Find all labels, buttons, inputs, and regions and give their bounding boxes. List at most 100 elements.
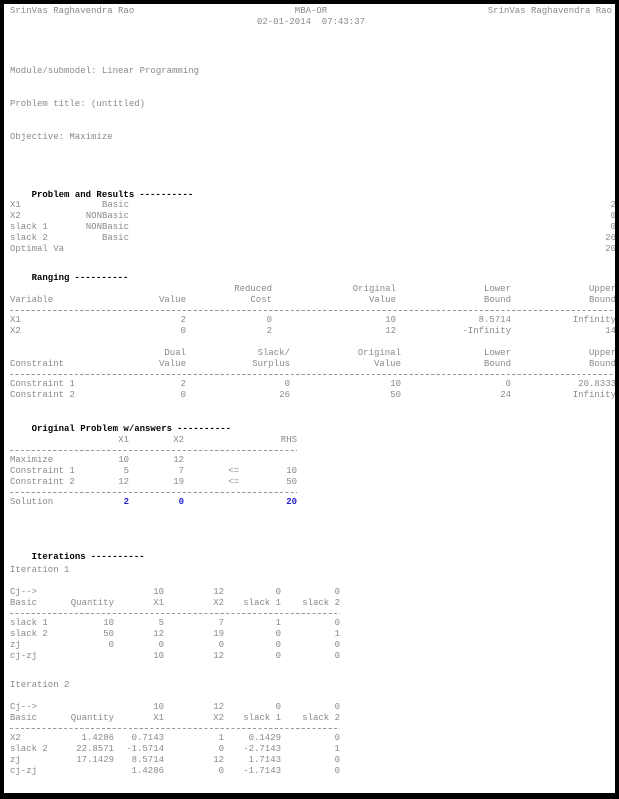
table-cell: 12 bbox=[213, 587, 224, 597]
table-cell: 12 bbox=[173, 455, 184, 465]
iteration-row: slack 2 22.8571 -1.5714 0 -2.7143 1 bbox=[10, 744, 340, 755]
original-problem-table: Maximize 10 12 Constraint 1 5 7 <= 10 Constraint… bbox=[10, 455, 297, 488]
table-cell: 0 bbox=[180, 390, 186, 400]
table-cell: 0 bbox=[275, 629, 281, 639]
results-row: slack 1 NONBasic 0 bbox=[10, 222, 615, 233]
table-cell: -1.7143 bbox=[243, 766, 281, 776]
table-cell: 2 bbox=[266, 326, 272, 336]
table-cell: Basic bbox=[101, 233, 129, 243]
table-cell: 5 bbox=[123, 466, 129, 476]
objective-line: Objective: Maximize bbox=[10, 132, 113, 142]
table-cell: 10 bbox=[153, 587, 164, 597]
separator-line bbox=[10, 488, 297, 497]
table-cell: slack 2 bbox=[10, 629, 48, 639]
original-problem-row: Constraint 2 12 19 <= 50 bbox=[10, 477, 297, 488]
ranging-variable-row: X1 2 0 10 8.5714 Infinity bbox=[10, 315, 615, 326]
table-cell: 22.8571 bbox=[76, 744, 114, 754]
table-cell bbox=[68, 702, 114, 713]
table-cell: Bound bbox=[483, 359, 511, 369]
iteration-header-row: Basic Quantity X1 X2 slack 1 slack 2 bbox=[10, 713, 340, 724]
ranging-constraints-header-row: Dual Slack/Original Lower Upper bbox=[10, 348, 616, 359]
section-title-text: Original Problem w/answers bbox=[31, 424, 173, 434]
table-cell: Cj--> bbox=[10, 587, 38, 597]
table-cell: X1 bbox=[10, 200, 21, 210]
section-title-dashes: ---------- bbox=[177, 424, 232, 434]
table-cell: cj-zj bbox=[10, 766, 38, 776]
table-cell: 10 bbox=[153, 702, 164, 712]
table-cell: Quantity bbox=[70, 598, 114, 608]
ranging-constraint-row: Constraint 2 0 26 50 24 Infinity bbox=[10, 390, 615, 401]
table-cell: 7 bbox=[178, 466, 184, 476]
table-cell: Constraint 1 bbox=[10, 466, 75, 476]
ranging-variables-header-row: Variable Value Cost Value Bound Bound bbox=[10, 295, 615, 306]
results-row: slack 2 Basic 26 bbox=[10, 233, 615, 244]
table-cell: 19 bbox=[173, 477, 184, 487]
table-cell: 17.1429 bbox=[76, 755, 114, 765]
table-cell: X2 bbox=[173, 435, 184, 445]
table-cell: 2 bbox=[180, 379, 186, 389]
table-cell: 0 bbox=[334, 640, 340, 650]
table-cell: 0 bbox=[266, 315, 272, 325]
table-cell: Bound bbox=[588, 359, 616, 369]
table-cell: Surplus bbox=[252, 359, 290, 369]
table-cell: 7 bbox=[218, 618, 224, 628]
table-cell: 1 bbox=[334, 744, 340, 754]
table-cell bbox=[10, 348, 130, 359]
section-title-text: Iterations bbox=[31, 552, 86, 562]
iteration-row: zj 17.1429 8.5714 12 1.7143 0 bbox=[10, 755, 340, 766]
ranging-constraints-header: Dual Slack/Original Lower Upper Constraint Va… bbox=[10, 348, 616, 370]
original-problem-header-row: X1 X2 RHS bbox=[10, 435, 297, 446]
table-cell: 8.5714 bbox=[478, 315, 511, 325]
original-problem-row: Constraint 1 5 7 <= 10 bbox=[10, 466, 297, 477]
table-cell: 12 bbox=[213, 755, 224, 765]
section-title-iterations: Iterations ---------- bbox=[10, 541, 612, 562]
solution-x2-value: 0 bbox=[178, 497, 184, 507]
table-cell: 0 bbox=[275, 702, 281, 712]
table-cell bbox=[184, 435, 239, 446]
table-cell: Optimal Value (Z) bbox=[10, 244, 65, 254]
table-cell: 2 bbox=[180, 315, 186, 325]
table-cell: 20 bbox=[605, 244, 616, 254]
table-cell bbox=[10, 435, 80, 446]
table-cell: Basic bbox=[10, 598, 38, 608]
ranging-constraints-header-row: Constraint Value Surplus Value Bound Bound bbox=[10, 359, 616, 370]
table-cell: 10 bbox=[103, 618, 114, 628]
section-title-text: Ranging bbox=[31, 273, 70, 283]
iteration-1-title: Iteration 1 bbox=[10, 565, 70, 575]
results-row: X2 NONBasic 0 bbox=[10, 211, 616, 222]
table-cell: <= bbox=[228, 477, 239, 487]
table-cell: Upper bbox=[588, 348, 616, 358]
results-row: X1 Basic 2 bbox=[10, 200, 615, 211]
table-cell: slack 1 bbox=[10, 222, 48, 232]
table-cell: 12 bbox=[153, 629, 164, 639]
header-center-title: MBA-OR bbox=[294, 6, 328, 16]
table-cell: X2 bbox=[213, 713, 224, 723]
ranging-variables-header-row: Reduced Original Lower Upper bbox=[10, 284, 615, 295]
ranging-variables-header: Reduced Original Lower Upper Variable Value Co… bbox=[10, 284, 615, 306]
table-cell: zj bbox=[10, 755, 21, 765]
table-cell: 0 bbox=[284, 379, 290, 389]
table-cell: Cost bbox=[250, 295, 272, 305]
table-cell: Cj--> bbox=[10, 702, 38, 712]
section-title-text: Problem and Results bbox=[31, 190, 135, 200]
table-cell: 0 bbox=[334, 733, 340, 743]
table-cell: 0 bbox=[218, 640, 224, 650]
iteration-row: slack 1 10 5 7 1 0 bbox=[10, 618, 340, 629]
iteration-row: cj-zj 1.4286 0 -1.7143 0 bbox=[10, 766, 340, 777]
section-title-dashes: ---------- bbox=[139, 190, 194, 200]
table-cell: 0 bbox=[610, 211, 616, 221]
separator-line bbox=[10, 370, 615, 379]
table-cell: Original bbox=[357, 348, 401, 358]
table-cell: X2 bbox=[10, 733, 21, 743]
table-cell: X1 bbox=[10, 315, 21, 325]
table-cell: 0 bbox=[218, 766, 224, 776]
table-cell: 0 bbox=[334, 766, 340, 776]
table-cell: -2.7143 bbox=[243, 744, 281, 754]
table-cell: 1.4286 bbox=[131, 766, 164, 776]
table-cell: 12 bbox=[213, 651, 224, 661]
problem-info: Module/submodel: Linear Programming Prob… bbox=[10, 44, 612, 165]
table-cell: Variable bbox=[10, 295, 54, 305]
table-cell: 19 bbox=[213, 629, 224, 639]
table-cell: zj bbox=[10, 640, 21, 650]
table-cell bbox=[68, 766, 114, 777]
